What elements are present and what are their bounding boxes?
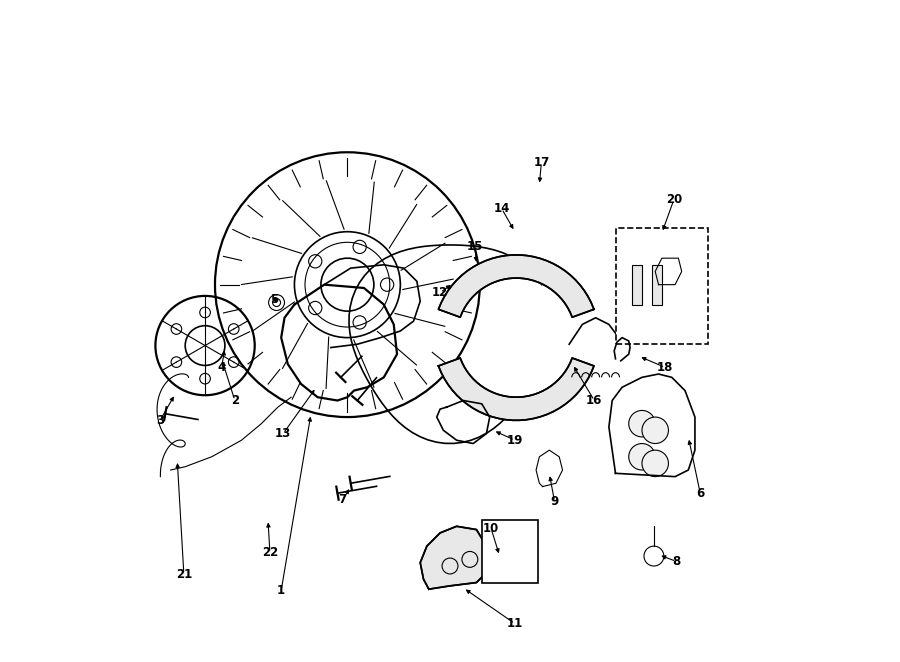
Text: 2: 2: [230, 394, 238, 407]
Text: 15: 15: [467, 240, 483, 253]
Bar: [616, 228, 708, 344]
Circle shape: [629, 444, 655, 470]
Circle shape: [642, 417, 669, 444]
Text: 21: 21: [176, 568, 192, 581]
Text: 6: 6: [696, 487, 705, 500]
Text: 11: 11: [507, 617, 523, 630]
Circle shape: [642, 450, 669, 477]
Text: 4: 4: [218, 361, 226, 374]
Text: 20: 20: [666, 193, 682, 207]
Polygon shape: [420, 526, 490, 589]
Text: 7: 7: [338, 493, 346, 506]
Text: 13: 13: [275, 427, 292, 440]
Text: 19: 19: [507, 434, 523, 447]
Polygon shape: [438, 255, 594, 317]
Bar: [632, 265, 642, 305]
Polygon shape: [438, 358, 594, 420]
Text: 5: 5: [270, 293, 279, 306]
Bar: [482, 520, 538, 583]
Text: 3: 3: [156, 414, 164, 427]
Text: 16: 16: [586, 394, 602, 407]
Text: 10: 10: [483, 522, 500, 535]
Text: 8: 8: [672, 555, 680, 568]
Text: 22: 22: [262, 546, 278, 559]
Bar: [652, 265, 662, 305]
Text: 14: 14: [493, 202, 509, 215]
Text: 1: 1: [277, 584, 285, 597]
Text: 18: 18: [657, 361, 673, 374]
Text: 17: 17: [533, 156, 550, 169]
Circle shape: [629, 410, 655, 437]
Text: 9: 9: [551, 495, 559, 508]
Text: 12: 12: [432, 286, 448, 299]
